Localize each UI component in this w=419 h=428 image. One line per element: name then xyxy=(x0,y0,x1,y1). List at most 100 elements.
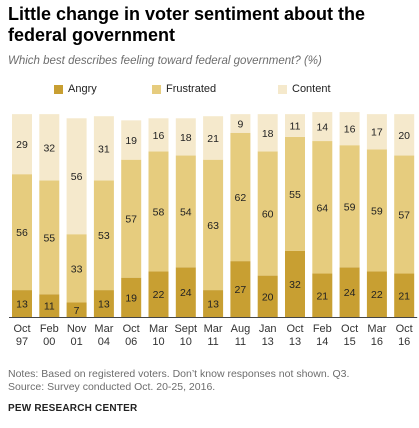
bar-angry xyxy=(203,290,224,317)
data-label-content: 31 xyxy=(98,143,110,155)
legend-label-frustrated: Frustrated xyxy=(166,83,217,95)
bar-content xyxy=(394,114,415,156)
data-label-frustrated: 54 xyxy=(180,206,192,218)
bar-content xyxy=(148,118,169,152)
bar-angry xyxy=(366,271,387,317)
bar-content xyxy=(339,112,360,146)
x-tick-label: Mar xyxy=(149,323,168,335)
bar-content xyxy=(312,112,333,142)
data-label-frustrated: 55 xyxy=(289,189,301,201)
data-label-angry: 13 xyxy=(16,299,28,311)
x-tick-label: Jan xyxy=(259,323,277,335)
data-label-frustrated: 57 xyxy=(125,214,137,226)
source-credit: PEW RESEARCH CENTER xyxy=(8,403,138,414)
data-label-content: 16 xyxy=(153,130,165,142)
legend-item-frustrated: Frustrated xyxy=(152,83,216,95)
bar-content xyxy=(175,118,196,156)
data-label-content: 16 xyxy=(344,124,356,136)
data-label-angry: 13 xyxy=(207,299,219,311)
bar-frustrated xyxy=(394,155,415,274)
data-label-frustrated: 57 xyxy=(398,210,410,222)
data-label-frustrated: 60 xyxy=(262,209,274,221)
bar-content xyxy=(12,114,32,175)
bar-angry xyxy=(394,273,415,317)
x-tick-label: 06 xyxy=(125,336,137,348)
bar-angry xyxy=(257,275,278,317)
bar-content xyxy=(257,114,278,152)
data-label-angry: 20 xyxy=(262,291,274,303)
bar-content xyxy=(39,114,60,181)
notes-line-1: Notes: Based on registered voters. Don’t… xyxy=(8,368,350,380)
bar-angry xyxy=(93,290,114,317)
x-tick-label: Oct xyxy=(396,323,413,335)
bar-angry xyxy=(148,271,169,317)
x-tick-label: 13 xyxy=(289,336,301,348)
bar-frustrated xyxy=(230,132,251,262)
bar-frustrated xyxy=(257,151,278,276)
data-label-frustrated: 62 xyxy=(235,192,247,204)
data-label-angry: 24 xyxy=(180,287,192,299)
data-label-content: 18 xyxy=(180,132,192,144)
x-tick-label: 16 xyxy=(398,336,410,348)
data-label-angry: 22 xyxy=(371,289,383,301)
legend-swatch-content xyxy=(278,84,287,94)
x-tick-label: Sept xyxy=(174,323,197,335)
data-label-content: 11 xyxy=(290,121,301,133)
x-tick-label: Mar xyxy=(367,323,386,335)
legend-item-content: Content xyxy=(278,83,331,95)
data-label-content: 18 xyxy=(262,128,274,140)
bar-content xyxy=(121,120,142,160)
bar-frustrated xyxy=(93,180,114,291)
bar-frustrated xyxy=(366,149,387,272)
data-label-angry: 21 xyxy=(398,290,410,302)
bar-angry xyxy=(312,273,333,317)
bar-angry xyxy=(39,294,60,317)
bar-angry xyxy=(230,261,251,317)
legend-item-angry: Angry xyxy=(54,83,97,95)
x-tick-label: 01 xyxy=(70,336,82,348)
bar-content xyxy=(230,114,251,133)
data-label-angry: 32 xyxy=(289,279,301,291)
x-tick-label: Nov xyxy=(67,323,87,335)
x-tick-label: Mar xyxy=(204,323,223,335)
data-label-frustrated: 59 xyxy=(371,205,383,217)
bar-frustrated xyxy=(175,155,196,268)
bar-frustrated xyxy=(39,180,60,295)
bar-angry xyxy=(339,267,360,317)
data-label-content: 32 xyxy=(43,142,55,154)
x-tick-label: 10 xyxy=(180,336,192,348)
data-label-content: 56 xyxy=(71,171,83,183)
bar-frustrated xyxy=(285,136,305,251)
data-label-angry: 27 xyxy=(235,284,247,296)
legend-label-content: Content xyxy=(292,83,331,95)
x-tick-label: Oct xyxy=(123,323,140,335)
data-label-frustrated: 33 xyxy=(71,263,83,275)
data-label-frustrated: 53 xyxy=(98,230,110,242)
data-label-content: 20 xyxy=(398,130,410,142)
legend: Angry Frustrated Content xyxy=(0,83,419,97)
chart-title: Little change in voter sentiment about t… xyxy=(8,4,366,45)
x-tick-label: Mar xyxy=(94,323,113,335)
data-label-frustrated: 56 xyxy=(16,227,28,239)
x-tick-label: 04 xyxy=(98,336,110,348)
x-tick-label: 11 xyxy=(207,336,218,348)
bar-angry xyxy=(285,250,305,317)
x-tick-label: Feb xyxy=(313,323,332,335)
x-tick-label: 97 xyxy=(16,336,28,348)
data-label-angry: 19 xyxy=(125,292,137,304)
x-tick-label: Oct xyxy=(13,323,30,335)
bar-content xyxy=(366,114,387,150)
bar-frustrated xyxy=(12,174,32,291)
legend-swatch-frustrated xyxy=(152,84,161,94)
legend-swatch-angry xyxy=(54,84,63,94)
x-tick-label: 16 xyxy=(371,336,383,348)
data-label-content: 9 xyxy=(237,118,243,130)
data-label-frustrated: 58 xyxy=(153,206,165,218)
legend-label-angry: Angry xyxy=(68,83,97,95)
data-label-angry: 11 xyxy=(44,301,55,313)
bar-frustrated xyxy=(121,159,142,278)
x-tick-label: Oct xyxy=(286,323,303,335)
bar-angry xyxy=(66,302,87,317)
data-label-angry: 24 xyxy=(344,287,356,299)
data-label-content: 19 xyxy=(125,135,137,147)
